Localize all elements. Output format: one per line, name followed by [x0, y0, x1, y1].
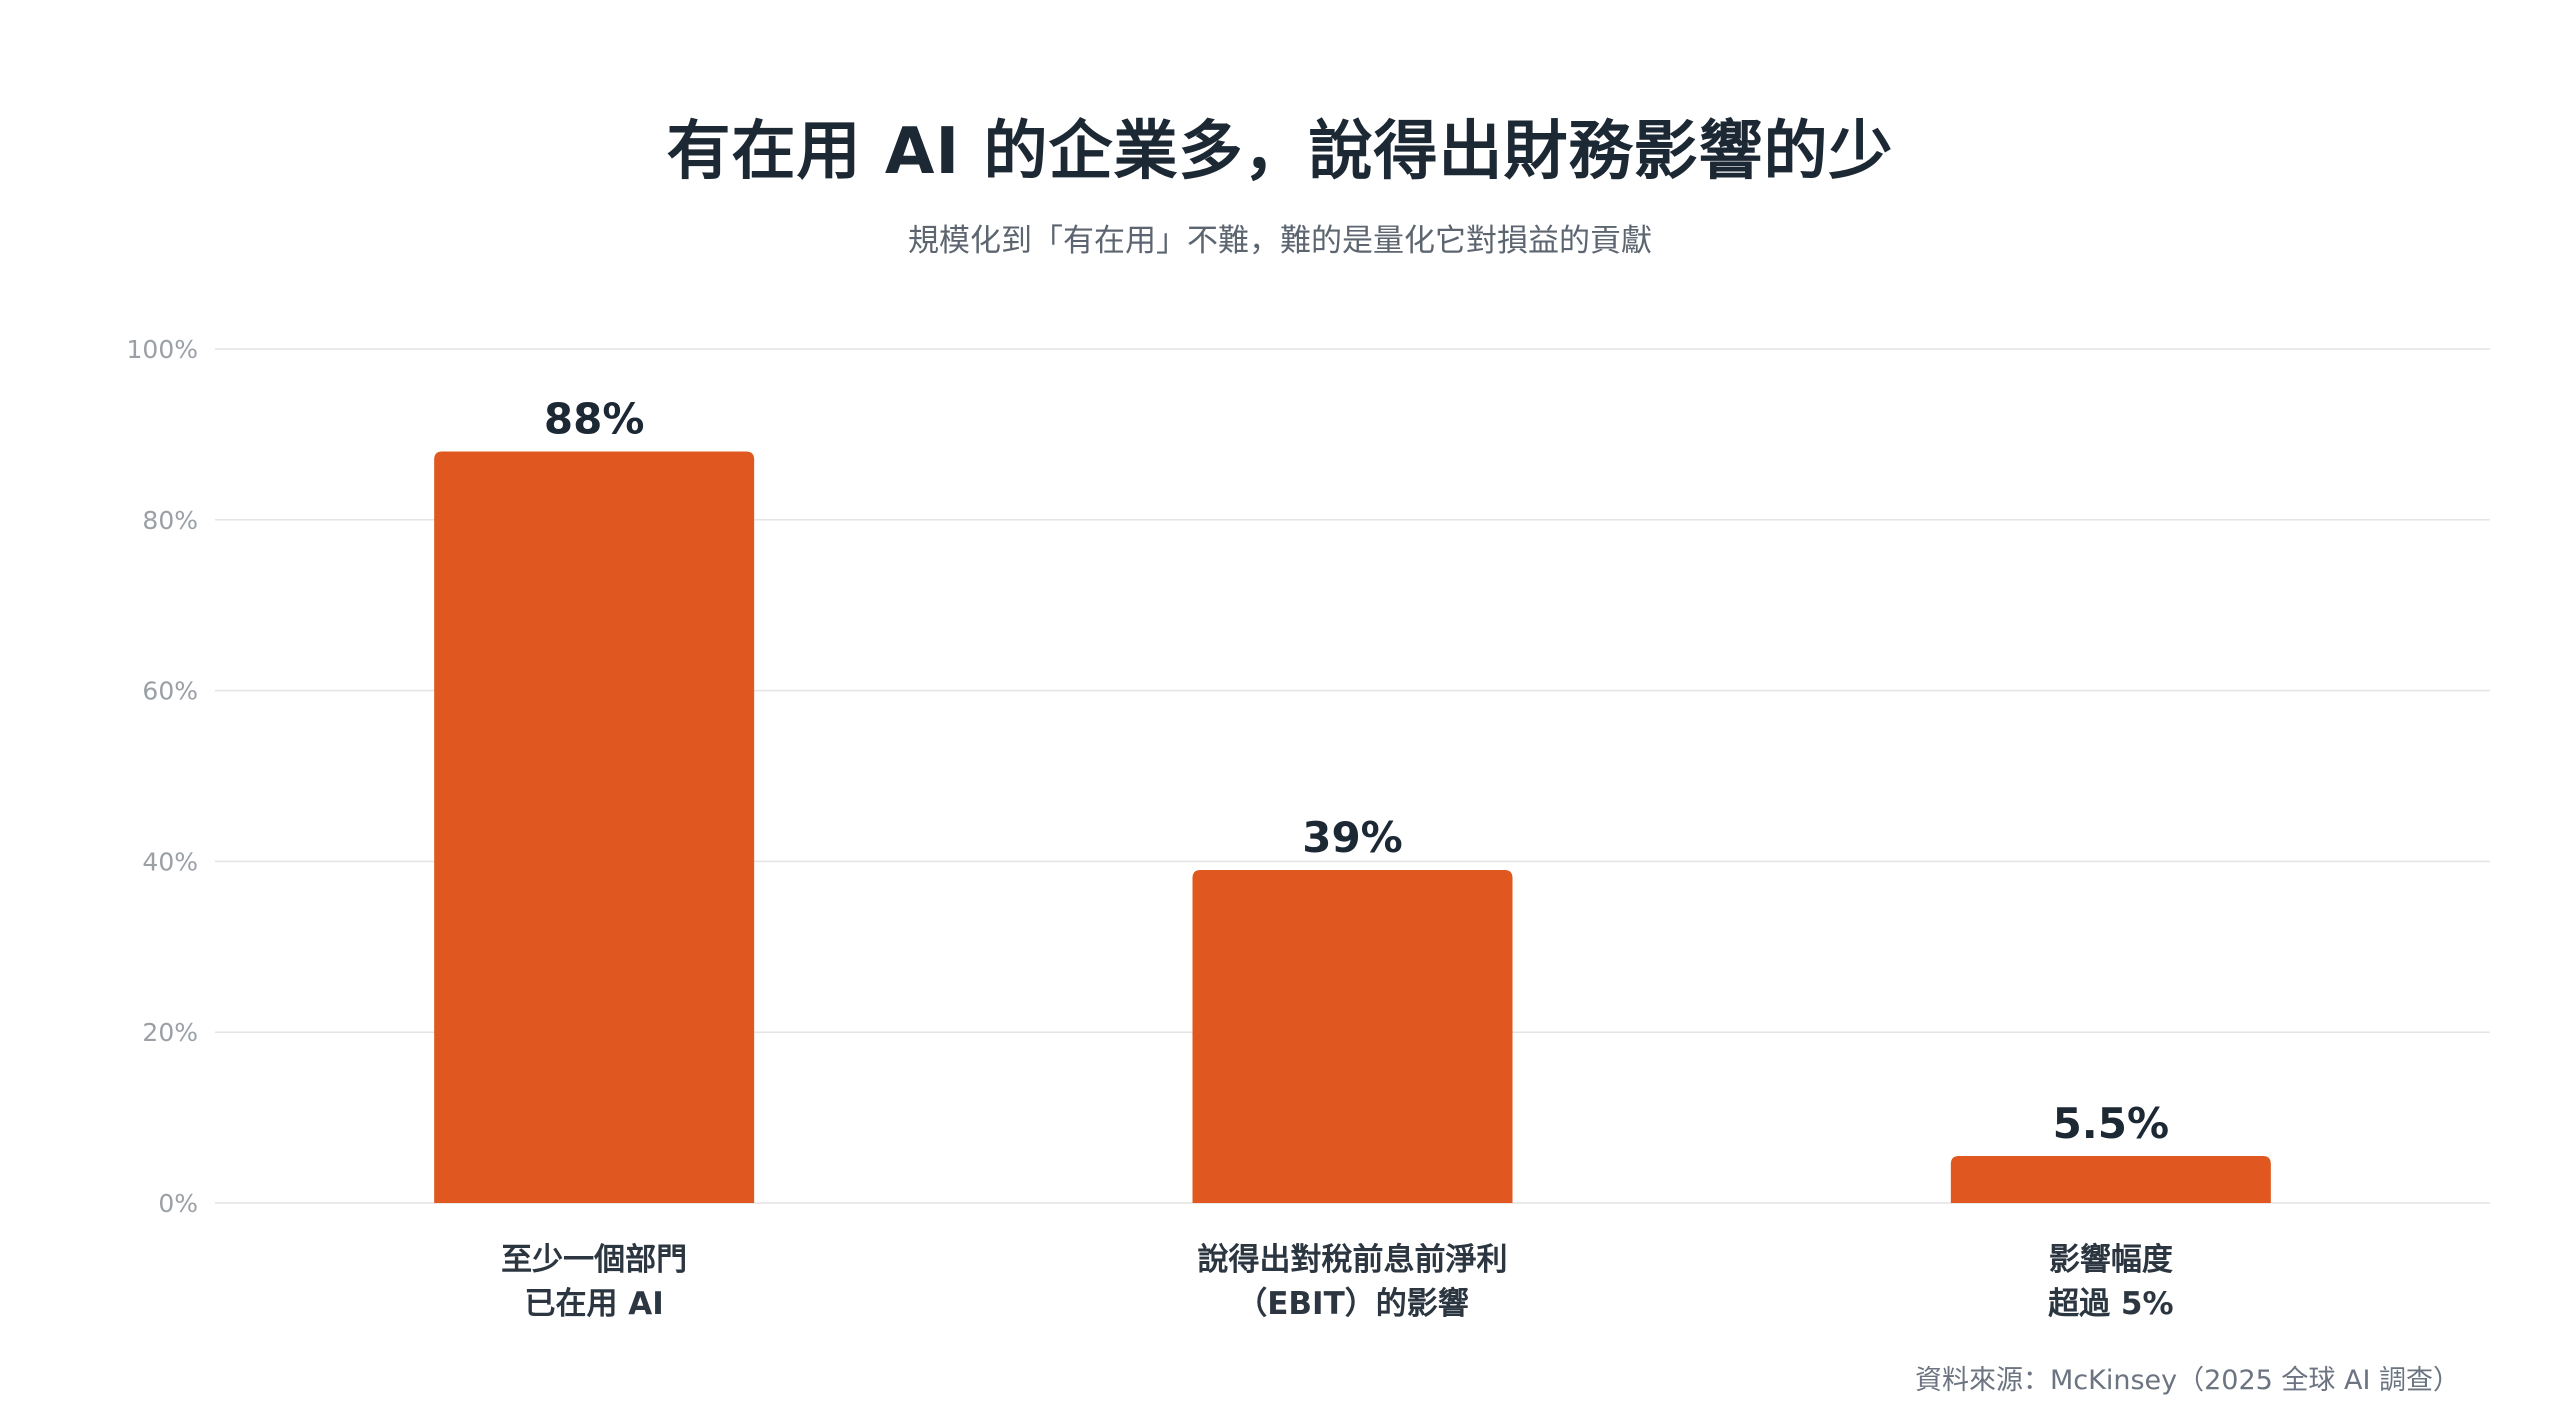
chart-title: 有在用 AI 的企業多，說得出財務影響的少 — [666, 115, 1894, 189]
bar — [1950, 1156, 2271, 1203]
y-tick-label: 20% — [142, 1018, 198, 1047]
y-tick-label: 0% — [158, 1189, 198, 1218]
category-label: 已在用 AI — [525, 1286, 664, 1322]
category-label: 至少一個部門 — [501, 1242, 687, 1278]
category-label: （EBIT）的影響 — [1236, 1286, 1468, 1322]
bar-value-label: 88% — [544, 394, 645, 443]
y-tick-label: 80% — [142, 506, 198, 535]
y-tick-label: 100% — [127, 335, 198, 364]
y-tick-label: 60% — [142, 677, 198, 706]
bars — [434, 451, 2271, 1204]
category-label: 影響幅度 — [2049, 1242, 2173, 1278]
bar — [1192, 869, 1513, 1203]
bar-value-label: 39% — [1302, 813, 1403, 862]
y-axis-ticks: 0% 20% 40% 60% 80% 100% — [127, 335, 198, 1218]
source-note: 資料來源：McKinsey（2025 全球 AI 調查） — [1914, 1365, 2460, 1396]
category-label: 超過 5% — [2048, 1286, 2173, 1322]
y-tick-label: 40% — [142, 847, 198, 876]
value-labels: 88% 39% 5.5% — [544, 394, 2169, 1148]
bar-value-label: 5.5% — [2053, 1099, 2169, 1148]
chart-subtitle: 規模化到「有在用」不難，難的是量化它對損益的貢獻 — [908, 223, 1652, 259]
category-label: 說得出對稅前息前淨利 — [1198, 1242, 1508, 1278]
bar — [434, 451, 755, 1204]
